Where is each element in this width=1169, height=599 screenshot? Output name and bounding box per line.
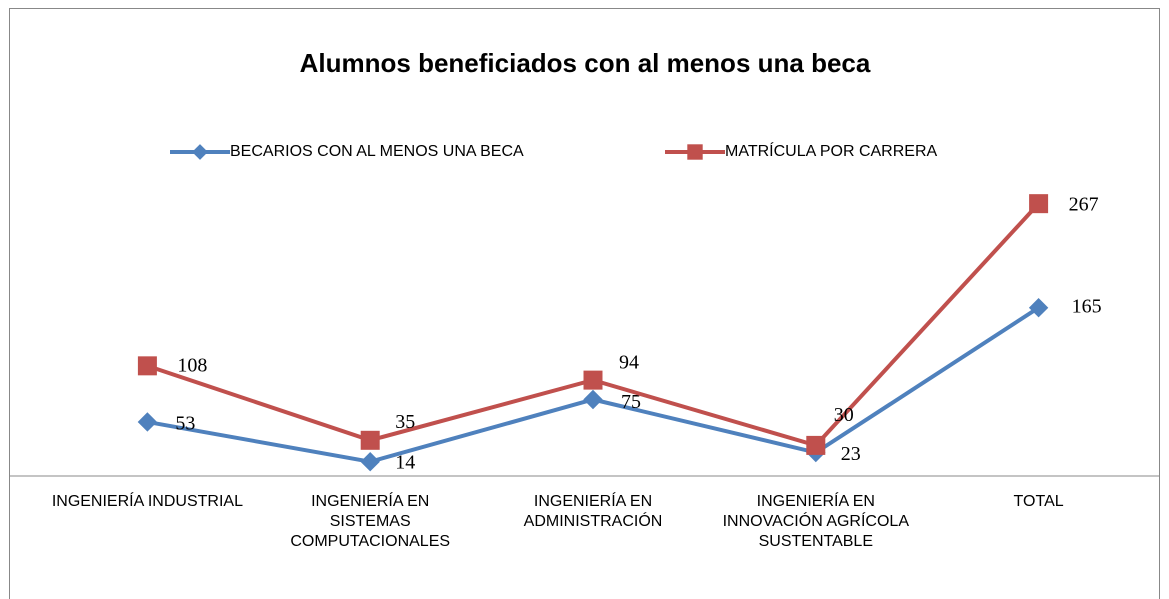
data-point [1029, 194, 1049, 214]
data-point [806, 435, 826, 455]
x-tick-label: INGENIERÍA INDUSTRIAL [51, 493, 243, 510]
legend-label: BECARIOS CON AL MENOS UNA BECA [230, 143, 524, 160]
data-point [583, 389, 603, 410]
data-point [1028, 297, 1049, 318]
data-point [360, 452, 380, 472]
data-point [137, 412, 158, 432]
legend-marker [192, 144, 208, 160]
data-label: 35 [395, 411, 415, 433]
data-point [137, 356, 157, 376]
data-point [583, 370, 603, 390]
x-tick-label: INGENIERÍA EN ADMINISTRACIÓN [523, 493, 663, 530]
data-label: 267 [1069, 193, 1099, 215]
data-label: 94 [619, 352, 639, 374]
data-label: 14 [395, 451, 415, 473]
data-label: 23 [841, 443, 861, 465]
legend-label: MATRÍCULA POR CARRERA [725, 141, 938, 160]
data-point [360, 430, 380, 450]
data-label: 75 [621, 391, 641, 413]
chart-title: Alumnos beneficiados con al menos una be… [300, 48, 871, 78]
x-tick-label: INGENIERÍA EN INNOVACIÓN AGRÍCOLA SUSTEN… [722, 493, 909, 550]
data-label: 108 [177, 354, 207, 376]
x-tick-label: TOTAL [1013, 493, 1064, 510]
data-label: 165 [1072, 295, 1102, 317]
chart-border [9, 8, 1160, 599]
data-label: 53 [175, 413, 195, 435]
x-tick-label: INGENIERÍA EN SISTEMAS COMPUTACIONALES [290, 493, 451, 550]
data-label: 30 [834, 404, 854, 426]
legend-marker [687, 144, 703, 160]
